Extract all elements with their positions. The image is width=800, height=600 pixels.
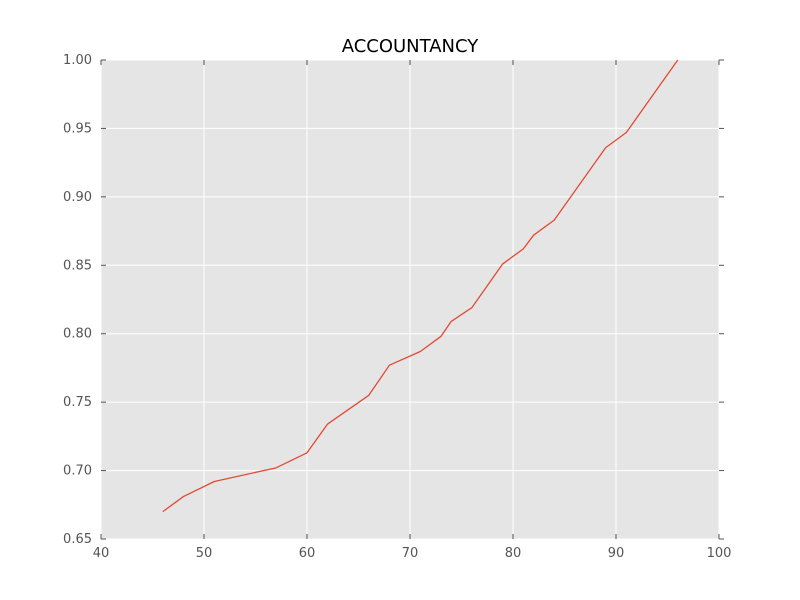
- x-tick-label: 100: [707, 546, 732, 561]
- y-tick-label: 0.85: [63, 258, 92, 273]
- x-tick-label: 90: [608, 546, 625, 561]
- x-tick-label: 70: [402, 546, 419, 561]
- y-tick-label: 1.00: [63, 53, 92, 68]
- series-layer: [162, 59, 679, 513]
- x-tick-label: 50: [196, 546, 213, 561]
- x-tick-label: 40: [93, 546, 110, 561]
- y-tick-label: 0.95: [63, 121, 92, 136]
- chart-title: ACCOUNTANCY: [342, 36, 480, 57]
- x-tick-label: 80: [505, 546, 522, 561]
- tick-labels: 40 50 60 70 80 90 100 0.65 0.70 0.75 0.80 0.85 0.90 0…: [63, 53, 731, 561]
- y-tick-label: 0.80: [63, 327, 92, 342]
- x-tick-label: 60: [299, 546, 316, 561]
- y-tick-label: 0.90: [63, 190, 92, 205]
- series-line: [162, 59, 679, 513]
- y-tick-label: 0.65: [63, 532, 92, 547]
- y-tick-label: 0.70: [63, 464, 92, 479]
- y-tick-label: 0.75: [63, 395, 92, 410]
- axis-ticks: [100, 59, 724, 540]
